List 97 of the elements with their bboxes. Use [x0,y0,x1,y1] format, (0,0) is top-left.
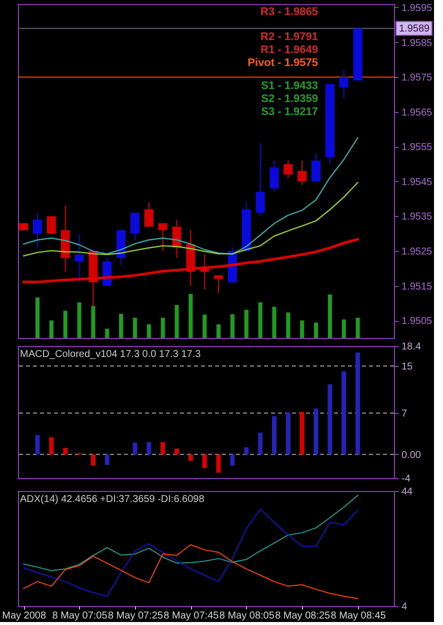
annotation: R2 - 1.9791 [260,31,318,43]
bar [119,314,124,338]
candlestick [158,222,168,252]
bar [328,384,332,454]
x-tick-label: 8 May 07:05 [52,610,108,622]
annotation: Pivot - 1.9575 [248,57,318,69]
candlestick [130,212,140,242]
line-series [23,508,358,597]
bar [202,314,207,338]
ref-line-label: 1.9589 [399,23,430,34]
y-tick-label: 15 [402,362,414,373]
bar [160,318,165,338]
bar [188,454,193,461]
y-tick-label: 0.00 [402,450,422,461]
y-tick-label: 1.9575 [402,72,433,84]
y-tick-label: 1.9595 [402,2,433,14]
bar [286,412,290,454]
line-series [23,544,358,600]
bar [49,320,54,338]
candlestick [214,274,224,294]
bar [132,442,138,454]
candlestick [256,142,265,217]
candlestick [74,233,84,283]
candlestick [284,160,293,178]
bar [258,302,262,338]
y-tick-label: 1.9565 [402,107,433,118]
bar [146,324,151,338]
bar [90,454,96,466]
candlestick [270,160,279,192]
chart-title: MACD_Colored_v104 17.3 0.0 17.3 17.3 [20,349,202,360]
bar [174,448,180,454]
bar [188,294,193,338]
bar [286,312,290,338]
bar [132,318,137,338]
annotation: S2 - 1.9359 [261,93,318,105]
x-tick-label: 8 May 08:25 [275,610,331,622]
bar [272,306,276,338]
candlestick [46,216,56,234]
bar [35,298,40,338]
y-tick-label: 1.9535 [402,212,433,223]
y-tick-label: -4 [402,474,411,484]
y-tick-label: 1.9525 [402,246,433,258]
y-tick-label: 1.9585 [402,38,433,49]
y-tick-label: 1.9515 [402,281,433,292]
bar [63,448,68,454]
bar [230,314,234,338]
candlestick [312,153,321,182]
bar [146,442,152,454]
bar [35,434,40,454]
candlestick [339,70,348,98]
line-series [22,137,358,255]
x-tick-label: 8 May 07:45 [164,610,220,622]
bar [244,310,248,338]
y-tick-label: 1.9555 [402,142,433,154]
bar [91,306,96,338]
bar [216,454,221,473]
bar [230,454,235,466]
y-tick-label: 44 [402,486,414,498]
y-tick-label: 7 [402,408,408,420]
bar [300,320,304,338]
bar [258,432,263,454]
bar [342,320,346,338]
candlestick [32,212,42,248]
y-tick-label: 1.9505 [402,316,433,328]
x-tick-label: 8 May 07:25 [108,610,164,622]
bar [160,442,166,454]
bar [356,352,360,454]
candlestick [144,202,154,228]
annotation: S1 - 1.9433 [261,80,318,92]
y-tick-label: 4 [402,602,408,612]
y-tick-label: 1.9545 [402,176,433,188]
bar [49,437,54,454]
x-tick-label: 8 May 08:45 [330,610,386,622]
candlestick [298,160,307,186]
chart-title: ADX(14) 42.4656 +DI:37.3659 -DI:6.6098 [20,494,205,505]
bar [314,322,318,338]
bar [328,294,332,338]
bar [63,310,68,338]
bar [356,318,360,338]
x-tick-label: May 2008 [2,610,46,622]
bar [272,416,276,454]
bar [77,302,82,338]
bar [300,412,304,454]
annotation: S3 - 1.9217 [261,106,318,118]
bar [216,324,221,338]
bar [342,371,346,454]
bar [104,454,110,466]
line-series [22,182,358,256]
bar [105,328,110,338]
bar [314,408,318,454]
y-tick-label: 18.4 [402,342,422,352]
annotation: R1 - 1.9649 [260,44,318,56]
bar [174,305,179,338]
x-tick-label: 8 May 08:05 [219,610,275,622]
annotation: R3 - 1.9865 [260,6,318,18]
bar [202,454,207,468]
bar [244,447,249,454]
